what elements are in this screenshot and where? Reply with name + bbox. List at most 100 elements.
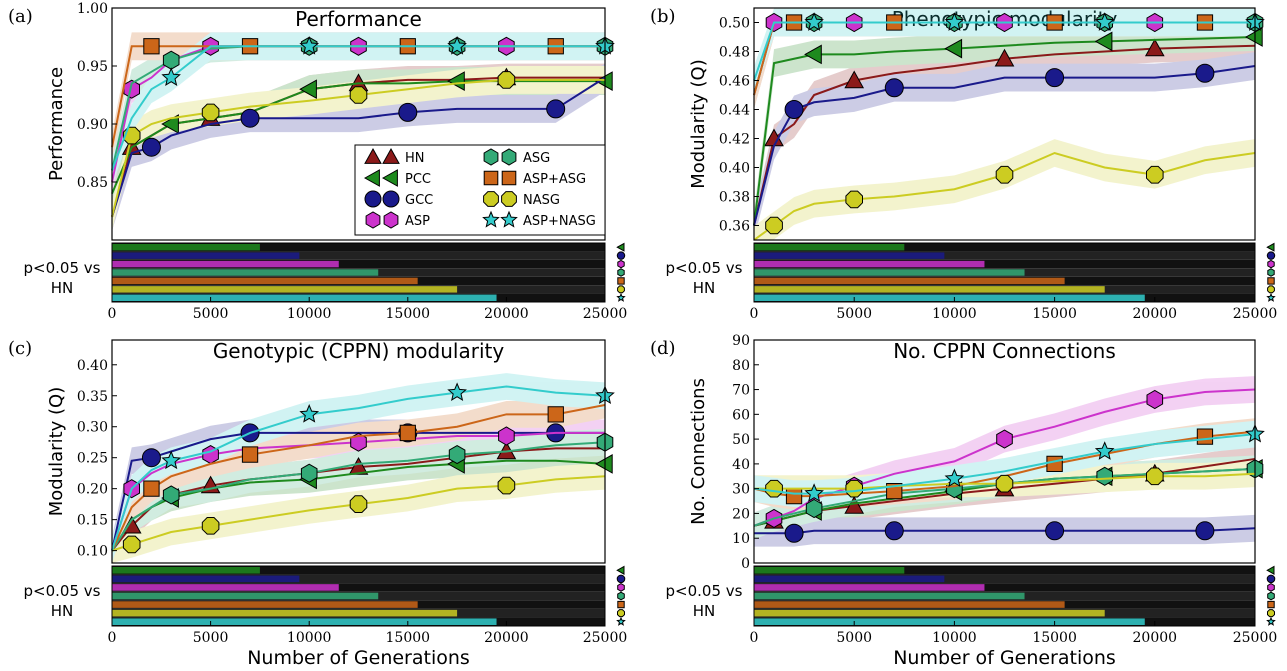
- data-point-PCC: [1244, 27, 1263, 47]
- legend-marker-ASP: [365, 211, 381, 229]
- data-point-NASG: [497, 71, 516, 89]
- y-tick-label: 80: [732, 358, 750, 374]
- sig-bar-ASP: [754, 584, 985, 591]
- sig-marker-ASP+NASG: [616, 616, 626, 626]
- y-axis-label: Modularity (Q): [46, 387, 67, 516]
- band-GCC: [754, 52, 1255, 240]
- data-point-ASP+NASG: [1094, 441, 1115, 460]
- x-tick-label: 20000: [1133, 306, 1178, 322]
- data-point-ASG: [300, 463, 318, 483]
- sig-marker-ASP+NASG: [1266, 292, 1276, 302]
- sig-marker-GCC: [616, 574, 626, 584]
- plot-frame: [111, 339, 606, 564]
- x-axis-label: Number of Generations: [247, 647, 470, 669]
- data-point-ASP+NASG: [804, 483, 824, 502]
- sig-row-GCC: [112, 251, 605, 260]
- legend-marker-NASG: [501, 191, 517, 207]
- significance-strip: p<0.05 vs HN: [24, 565, 626, 627]
- x-tick-label: 15000: [1032, 306, 1077, 322]
- data-point-GCC: [1195, 521, 1215, 541]
- panel-a: (a) Performance 0.85 0.90 0.95 1.00 Performanc…: [8, 1, 627, 322]
- y-tick-label: 0.85: [77, 175, 108, 191]
- x-tick-label: 0: [750, 306, 759, 322]
- band-NASG: [754, 139, 1255, 240]
- confidence-bands: [754, 376, 1255, 547]
- x-tick-label: 5000: [836, 306, 872, 322]
- y-tick-label: 0: [741, 556, 750, 572]
- sig-row-ASP: [112, 583, 605, 592]
- y-tick-label: 0.25: [77, 451, 108, 467]
- sig-row-ASP: [112, 259, 605, 269]
- data-point-NASG: [1146, 165, 1164, 184]
- panel-label: (d): [650, 338, 676, 359]
- sig-bar-ASP: [754, 260, 985, 268]
- legend-label: PCC: [405, 172, 431, 187]
- data-point-HN: [1144, 38, 1165, 57]
- sig-bar-ASP+ASG: [112, 601, 418, 608]
- x-tick-label: 5000: [193, 306, 229, 322]
- data-point-ASP+NASG: [299, 403, 320, 423]
- y-axis-label: Modularity (Q): [688, 59, 709, 188]
- sig-marker-GCC: [1266, 574, 1276, 584]
- sig-marker-ASP: [1267, 259, 1275, 269]
- sig-marker-PCC: [1266, 565, 1275, 575]
- sig-marker-ASG: [617, 591, 625, 601]
- legend-label: HN: [405, 151, 425, 166]
- sig-bar-ASP+NASG: [754, 618, 1145, 625]
- data-point-NASG: [845, 479, 863, 498]
- sig-row-GCC: [112, 574, 605, 584]
- band-ASP+ASG: [754, 8, 1255, 109]
- sig-marker-GCC: [1266, 251, 1276, 260]
- data-point-NASG: [122, 535, 141, 554]
- sig-marker-NASG: [617, 285, 625, 294]
- sig-frame: [753, 565, 1256, 627]
- data-point-ASG: [805, 498, 823, 519]
- data-point-GCC: [884, 78, 904, 98]
- x-tick-label: 20000: [1133, 630, 1178, 646]
- band-HN: [112, 63, 605, 231]
- sig-marker-ASG: [1267, 591, 1275, 601]
- sig-bar-ASP+NASG: [112, 294, 497, 301]
- sig-label: HN: [693, 602, 716, 620]
- data-point-ASP+ASG: [241, 446, 259, 463]
- legend-marker-ASP+ASG: [483, 170, 499, 186]
- y-tick-label: 0.48: [719, 45, 750, 61]
- y-tick-label: 50: [732, 432, 750, 448]
- significance-strip: p<0.05 vs HN: [24, 242, 626, 303]
- legend-marker-ASG: [501, 148, 517, 166]
- y-tick-label: 0.30: [77, 420, 108, 436]
- data-point-NASG: [497, 476, 516, 495]
- y-tick-label: 0.10: [77, 544, 108, 560]
- sig-marker-NASG: [1267, 609, 1275, 618]
- band-HN: [112, 435, 605, 563]
- sig-marker-ASG: [617, 268, 625, 277]
- chart-title: Performance: [295, 7, 422, 31]
- data-point-NASG: [765, 216, 783, 235]
- legend-label: NASG: [523, 193, 560, 208]
- sig-marker-ASP+ASG: [617, 600, 625, 609]
- plot-frame: [753, 7, 1256, 241]
- data-point-ASP+ASG: [1046, 455, 1063, 472]
- sig-bar-GCC: [754, 575, 945, 583]
- panel-label: (c): [8, 338, 32, 359]
- sig-row-PCC: [754, 566, 1255, 575]
- significance-strip: p<0.05 vs HN: [666, 565, 1276, 627]
- band-ASP: [754, 376, 1255, 540]
- sig-label: HN: [51, 279, 74, 297]
- data-point-NASG: [995, 165, 1014, 184]
- data-point-PCC: [161, 114, 179, 134]
- data-point-ASP+ASG: [143, 38, 160, 55]
- sig-bar-ASP: [112, 584, 339, 591]
- data-point-GCC: [1045, 521, 1065, 541]
- sig-marker-ASG: [1267, 268, 1275, 277]
- sig-bar-ASP+NASG: [112, 618, 497, 625]
- x-tick-label: 10000: [287, 306, 332, 322]
- sig-bar-GCC: [112, 575, 300, 583]
- band-PCC: [754, 23, 1255, 240]
- legend-marker-NASG: [483, 191, 499, 207]
- sig-frame: [753, 242, 1256, 303]
- data-point-NASG: [995, 474, 1014, 493]
- data-point-ASP+NASG: [447, 36, 467, 55]
- data-point-ASP+NASG: [161, 450, 181, 470]
